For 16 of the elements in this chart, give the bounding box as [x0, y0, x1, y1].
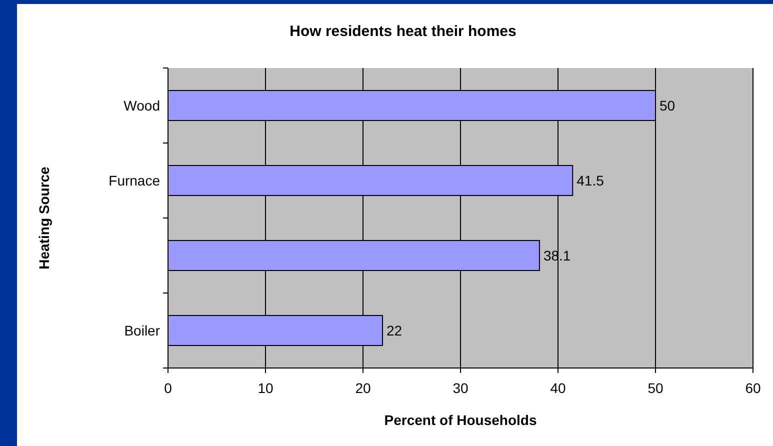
y-tick-label: Boiler [124, 322, 160, 338]
x-tick-label: 50 [648, 380, 664, 396]
x-tick-label: 20 [355, 380, 371, 396]
y-tick-label: Wood [124, 97, 160, 114]
data-label: 50 [660, 97, 676, 114]
x-tick-label: 10 [258, 380, 274, 396]
y-axis-title: Heating Source [36, 166, 52, 270]
data-label: 41.5 [576, 172, 604, 188]
x-axis-title: Percent of Households [384, 412, 537, 428]
chart-title: How residents heat their homes [290, 23, 516, 40]
x-tick-label: 0 [164, 380, 172, 396]
y-tick-label: Furnace [108, 172, 160, 188]
data-label: 22 [386, 322, 402, 338]
x-tick-label: 40 [550, 380, 566, 396]
x-tick-label: 30 [452, 380, 468, 396]
x-tick-label: 60 [745, 380, 761, 396]
